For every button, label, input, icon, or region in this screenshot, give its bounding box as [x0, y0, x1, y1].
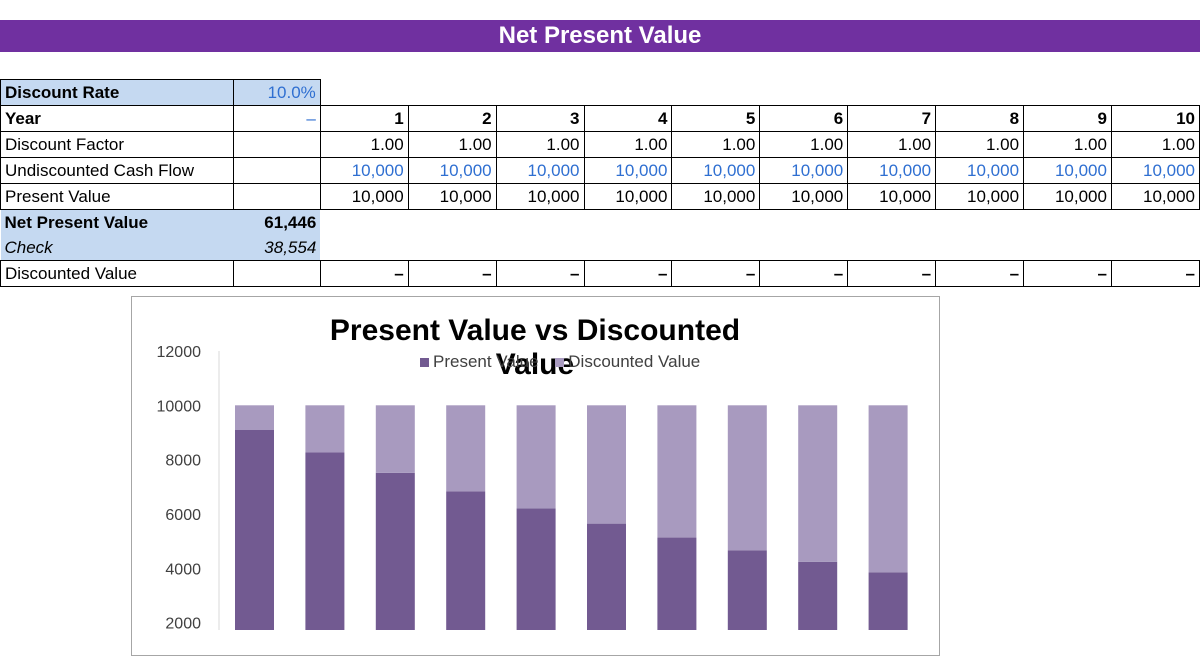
row-year: Year – 1 2 3 4 5 6 7 8 9 10	[0, 105, 1200, 132]
bar-discounted-value	[235, 405, 274, 430]
legend-swatch-present-value	[420, 358, 429, 367]
discount-rate-label[interactable]: Discount Rate	[0, 79, 234, 106]
undiscounted-cell[interactable]: 10,000	[495, 157, 585, 184]
y-tick-label: 8000	[165, 453, 201, 470]
year-cell[interactable]: 1	[319, 105, 409, 132]
y-tick-label: 12000	[157, 344, 202, 361]
bar-present-value	[516, 508, 556, 630]
row-discounted-value: Discounted Value – – – – – – – – – –	[0, 260, 1200, 288]
discounted-value-cell[interactable]: –	[583, 260, 673, 288]
present-value-cell[interactable]: 10,000	[407, 183, 497, 210]
legend-item-discounted-value: Discounted Value	[555, 352, 700, 372]
empty-cell[interactable]	[232, 183, 321, 210]
present-value-cell[interactable]: 10,000	[583, 183, 673, 210]
bar-present-value	[235, 429, 274, 630]
present-value-cell[interactable]: 10,000	[1110, 183, 1200, 210]
bar-discounted-value	[868, 405, 908, 573]
bar-present-value	[657, 537, 697, 630]
legend-label-present-value: Present Value	[433, 352, 539, 371]
undiscounted-cell[interactable]: 10,000	[407, 157, 497, 184]
present-value-cell[interactable]: 10,000	[1023, 183, 1112, 210]
bar-discounted-value	[375, 405, 415, 473]
discounted-value-cell[interactable]: –	[495, 260, 585, 288]
bar-discounted-value	[305, 405, 345, 453]
npv-label[interactable]: Net Present Value	[0, 209, 234, 236]
discount-factor-cell[interactable]: 1.00	[935, 131, 1025, 158]
row-discount-rate: Discount Rate 10.0%	[0, 79, 1200, 106]
npv-value[interactable]: 61,446	[233, 209, 321, 236]
legend-swatch-discounted-value	[555, 358, 565, 367]
discounted-value-cell[interactable]: –	[847, 260, 937, 288]
y-tick-label: 4000	[165, 561, 201, 578]
undiscounted-cell[interactable]: 10,000	[759, 157, 849, 184]
bar-discounted-value	[587, 405, 626, 524]
y-tick-label: 2000	[165, 616, 201, 630]
chart-plot[interactable]: 2000 4000 6000 8000 10000 12000	[0, 0, 1200, 630]
undiscounted-cell[interactable]: 10,000	[1023, 157, 1112, 184]
chart-title[interactable]: Present Value vs Discounted Value	[329, 314, 741, 381]
present-value-cell[interactable]: 10,000	[759, 183, 849, 210]
discount-factor-cell[interactable]: 1.00	[407, 131, 497, 158]
bar-discounted-value	[446, 405, 486, 492]
y-tick-label: 6000	[165, 507, 201, 524]
undiscounted-cell[interactable]: 10,000	[1110, 157, 1200, 184]
row-check: Check 38,554	[0, 235, 1200, 261]
discounted-value-cell[interactable]: –	[319, 260, 409, 288]
discounted-value-cell[interactable]: –	[407, 260, 497, 288]
bar-present-value	[375, 472, 415, 630]
bar-present-value	[587, 523, 626, 630]
discount-factor-cell[interactable]: 1.00	[671, 131, 761, 158]
discounted-value-cell[interactable]: –	[759, 260, 849, 288]
present-value-cell[interactable]: 10,000	[847, 183, 937, 210]
discount-factor-cell[interactable]: 1.00	[847, 131, 937, 158]
bar-present-value	[868, 572, 908, 630]
discounted-value-cell[interactable]: –	[1023, 260, 1112, 288]
bar-present-value	[727, 550, 767, 630]
year-cell[interactable]: 10	[1110, 105, 1200, 132]
row-undiscounted: Undiscounted Cash Flow 10,000 10,000 10,…	[0, 157, 1200, 184]
bar-discounted-value	[727, 405, 767, 551]
bar-present-value	[798, 561, 838, 630]
present-value-label[interactable]: Present Value	[0, 183, 234, 210]
legend-label-discounted-value: Discounted Value	[568, 352, 701, 371]
undiscounted-cell[interactable]: 10,000	[935, 157, 1025, 184]
y-tick-label: 10000	[157, 398, 202, 415]
row-present-value: Present Value 10,000 10,000 10,000 10,00…	[0, 183, 1200, 210]
discounted-value-cell[interactable]: –	[1110, 260, 1200, 288]
chart-legend[interactable]: Present Value Discounted Value	[420, 352, 712, 372]
discounted-value-cell[interactable]: –	[935, 260, 1025, 288]
discounted-value-cell[interactable]: –	[671, 260, 761, 288]
empty-cell[interactable]	[232, 131, 321, 158]
bar-present-value	[446, 491, 486, 630]
present-value-cell[interactable]: 10,000	[671, 183, 761, 210]
discount-rate-input[interactable]: 10.0%	[232, 79, 321, 106]
discount-factor-cell[interactable]: 1.00	[319, 131, 409, 158]
check-value[interactable]: 38,554	[233, 235, 321, 261]
discounted-value-label[interactable]: Discounted Value	[0, 260, 234, 288]
present-value-cell[interactable]: 10,000	[495, 183, 585, 210]
check-label[interactable]: Check	[0, 235, 234, 261]
row-npv: Net Present Value 61,446	[0, 209, 1200, 236]
bar-discounted-value	[798, 405, 838, 562]
present-value-cell[interactable]: 10,000	[935, 183, 1025, 210]
sheet-title: Net Present Value	[0, 20, 1200, 52]
bar-discounted-value	[657, 405, 697, 538]
npv-table: Discount Rate 10.0% Year – 1 2 3 4 5 6 7…	[0, 79, 1200, 288]
year-cell[interactable]: 6	[759, 105, 849, 132]
bar-discounted-value	[516, 405, 556, 509]
undiscounted-cell[interactable]: 10,000	[847, 157, 937, 184]
legend-item-present-value: Present Value	[420, 352, 539, 372]
year-cell[interactable]: 7	[847, 105, 937, 132]
bar-present-value	[305, 452, 345, 630]
undiscounted-cell[interactable]: 10,000	[319, 157, 409, 184]
undiscounted-cell[interactable]: 10,000	[671, 157, 761, 184]
discount-factor-cell[interactable]: 1.00	[495, 131, 585, 158]
present-value-cell[interactable]: 10,000	[319, 183, 409, 210]
